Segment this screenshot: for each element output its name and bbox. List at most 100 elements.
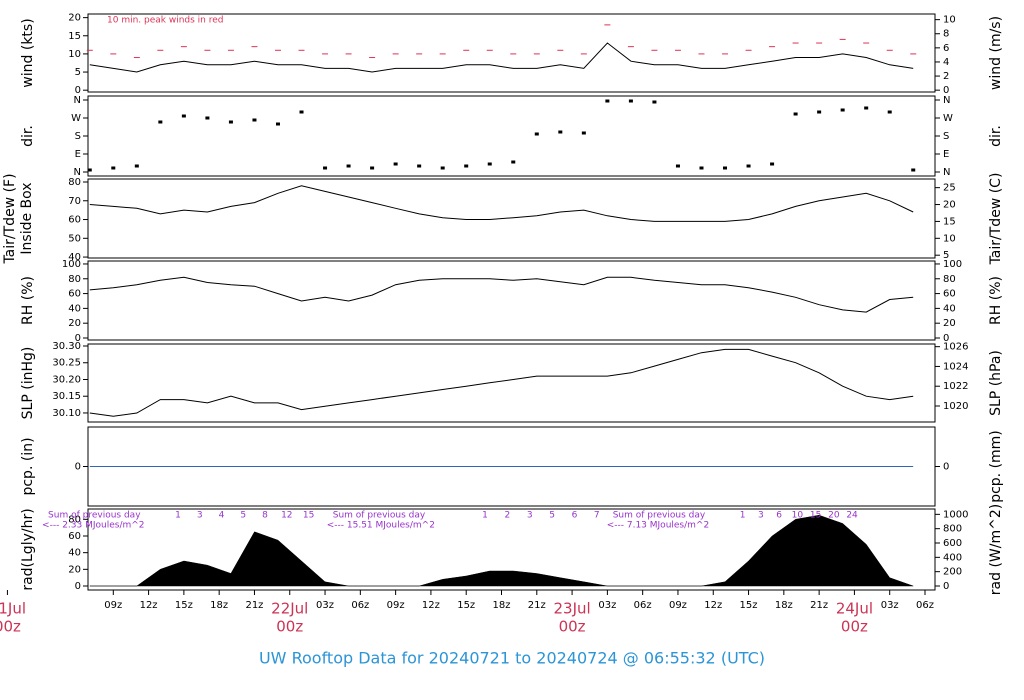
y-tick-label: E <box>75 149 81 160</box>
y2-tick-label: 0 <box>943 85 949 96</box>
y2-tick-label: 25 <box>943 183 956 194</box>
hour-mark: 6 <box>572 511 578 521</box>
y2-tick-label: 2 <box>943 71 949 82</box>
x-tick-label: 09z <box>669 600 687 611</box>
point <box>581 131 586 135</box>
x-tick-label: 12z <box>704 600 722 611</box>
y2-tick-label: 100 <box>943 259 962 270</box>
y-axis-label: Inside Box <box>19 182 35 254</box>
y-axis-label: SLP (inHg) <box>20 347 36 420</box>
point <box>346 164 351 168</box>
x-tick-label: 03z <box>598 600 616 611</box>
hour-mark: 5 <box>240 511 246 521</box>
point <box>134 164 139 168</box>
y-tick-label: S <box>75 131 81 142</box>
day-hour-label: 00z <box>841 618 868 636</box>
x-tick-label: 06z <box>634 600 652 611</box>
hour-mark: 7 <box>594 511 600 521</box>
y-tick-label: 0 <box>75 85 81 96</box>
y2-tick-label: 8 <box>943 29 949 40</box>
y-tick-label: 5 <box>75 67 81 78</box>
hour-mark: 2 <box>505 511 511 521</box>
point <box>370 166 375 170</box>
hour-mark: 3 <box>197 511 203 521</box>
y-tick-label: 0 <box>75 333 81 344</box>
y2-tick-label: 20 <box>943 318 956 329</box>
point <box>440 166 445 170</box>
point <box>87 168 92 172</box>
point <box>652 100 657 104</box>
hour-mark: 3 <box>527 511 533 521</box>
y2-axis-label: wind (m/s) <box>988 16 1004 90</box>
y2-tick-label: 200 <box>943 567 962 578</box>
y2-tick-label: 6 <box>943 43 949 54</box>
hour-mark: 20 <box>828 511 840 521</box>
x-tick-label: 15z <box>457 600 475 611</box>
series-line <box>89 276 914 313</box>
x-tick-label: 18z <box>493 600 511 611</box>
series-line <box>89 348 914 417</box>
day-hour-label: 00z <box>276 618 303 636</box>
hour-mark: 6 <box>776 511 782 521</box>
point <box>887 110 892 114</box>
y2-axis-label: SLP (hPa) <box>988 350 1004 416</box>
series-line <box>89 42 914 73</box>
y2-tick-label: 4 <box>943 57 949 68</box>
point <box>111 166 116 170</box>
x-tick-label: 21z <box>528 600 546 611</box>
y2-tick-label: W <box>943 113 953 124</box>
hour-mark: 12 <box>281 511 292 521</box>
y2-tick-label: 600 <box>943 538 962 549</box>
y-axis-label: Tair/Tdew (F) <box>2 173 18 264</box>
y-axis-label: dir. <box>20 125 36 147</box>
x-tick-label: 18z <box>775 600 793 611</box>
point <box>840 108 845 112</box>
point <box>299 110 304 114</box>
point <box>817 110 822 114</box>
y2-tick-label: 10 <box>943 233 956 244</box>
hour-mark: 15 <box>303 511 314 521</box>
panel-frame <box>87 95 936 177</box>
day-label: 21Jul <box>0 600 26 618</box>
y-tick-label: 20 <box>68 318 81 329</box>
y-tick-label: 40 <box>68 252 81 263</box>
hour-mark: 4 <box>219 511 225 521</box>
point <box>699 166 704 170</box>
hour-mark: 10 <box>792 511 804 521</box>
panel-frame <box>87 508 936 591</box>
x-tick-label: 12z <box>422 600 440 611</box>
day-hour-label: 00z <box>0 618 21 636</box>
y-tick-label: 30.10 <box>52 408 81 419</box>
y-tick-label: 30.15 <box>52 391 81 402</box>
y-tick-label: W <box>71 113 81 124</box>
y-tick-label: 60 <box>68 289 81 300</box>
day-hour-label: 00z <box>559 618 586 636</box>
y-tick-label: 40 <box>68 303 81 314</box>
y-tick-label: 80 <box>68 177 81 188</box>
y-tick-label: 60 <box>68 531 81 542</box>
y-tick-label: 30.20 <box>52 374 81 385</box>
x-tick-label: 18z <box>210 600 228 611</box>
radiation-note: <--- 2.33 MJoules/m^2 <box>42 521 144 531</box>
y2-tick-label: 5 <box>943 250 949 261</box>
panel-frame <box>87 260 936 341</box>
y2-tick-label: 400 <box>943 552 962 563</box>
hour-mark: 15 <box>810 511 821 521</box>
x-tick-label: 21z <box>810 600 828 611</box>
x-tick-label: 15z <box>740 600 758 611</box>
panel-frame <box>87 178 936 259</box>
day-label: 22Jul <box>271 600 308 618</box>
y-tick-label: 30.30 <box>52 341 81 352</box>
x-tick-label: 15z <box>175 600 193 611</box>
y-tick-label: 10 <box>68 49 81 60</box>
point <box>793 112 798 116</box>
hour-mark: 1 <box>482 511 488 521</box>
y2-tick-label: 10 <box>943 15 956 26</box>
y2-tick-label: 15 <box>943 216 956 227</box>
radiation-note: <--- 7.13 MJoules/m^2 <box>607 521 709 531</box>
day-label: 24Jul <box>836 600 873 618</box>
hour-mark: 3 <box>758 511 764 521</box>
y2-axis-label: dir. <box>988 125 1004 147</box>
y-tick-label: 40 <box>68 548 81 559</box>
y-tick-label: 80 <box>68 514 81 525</box>
